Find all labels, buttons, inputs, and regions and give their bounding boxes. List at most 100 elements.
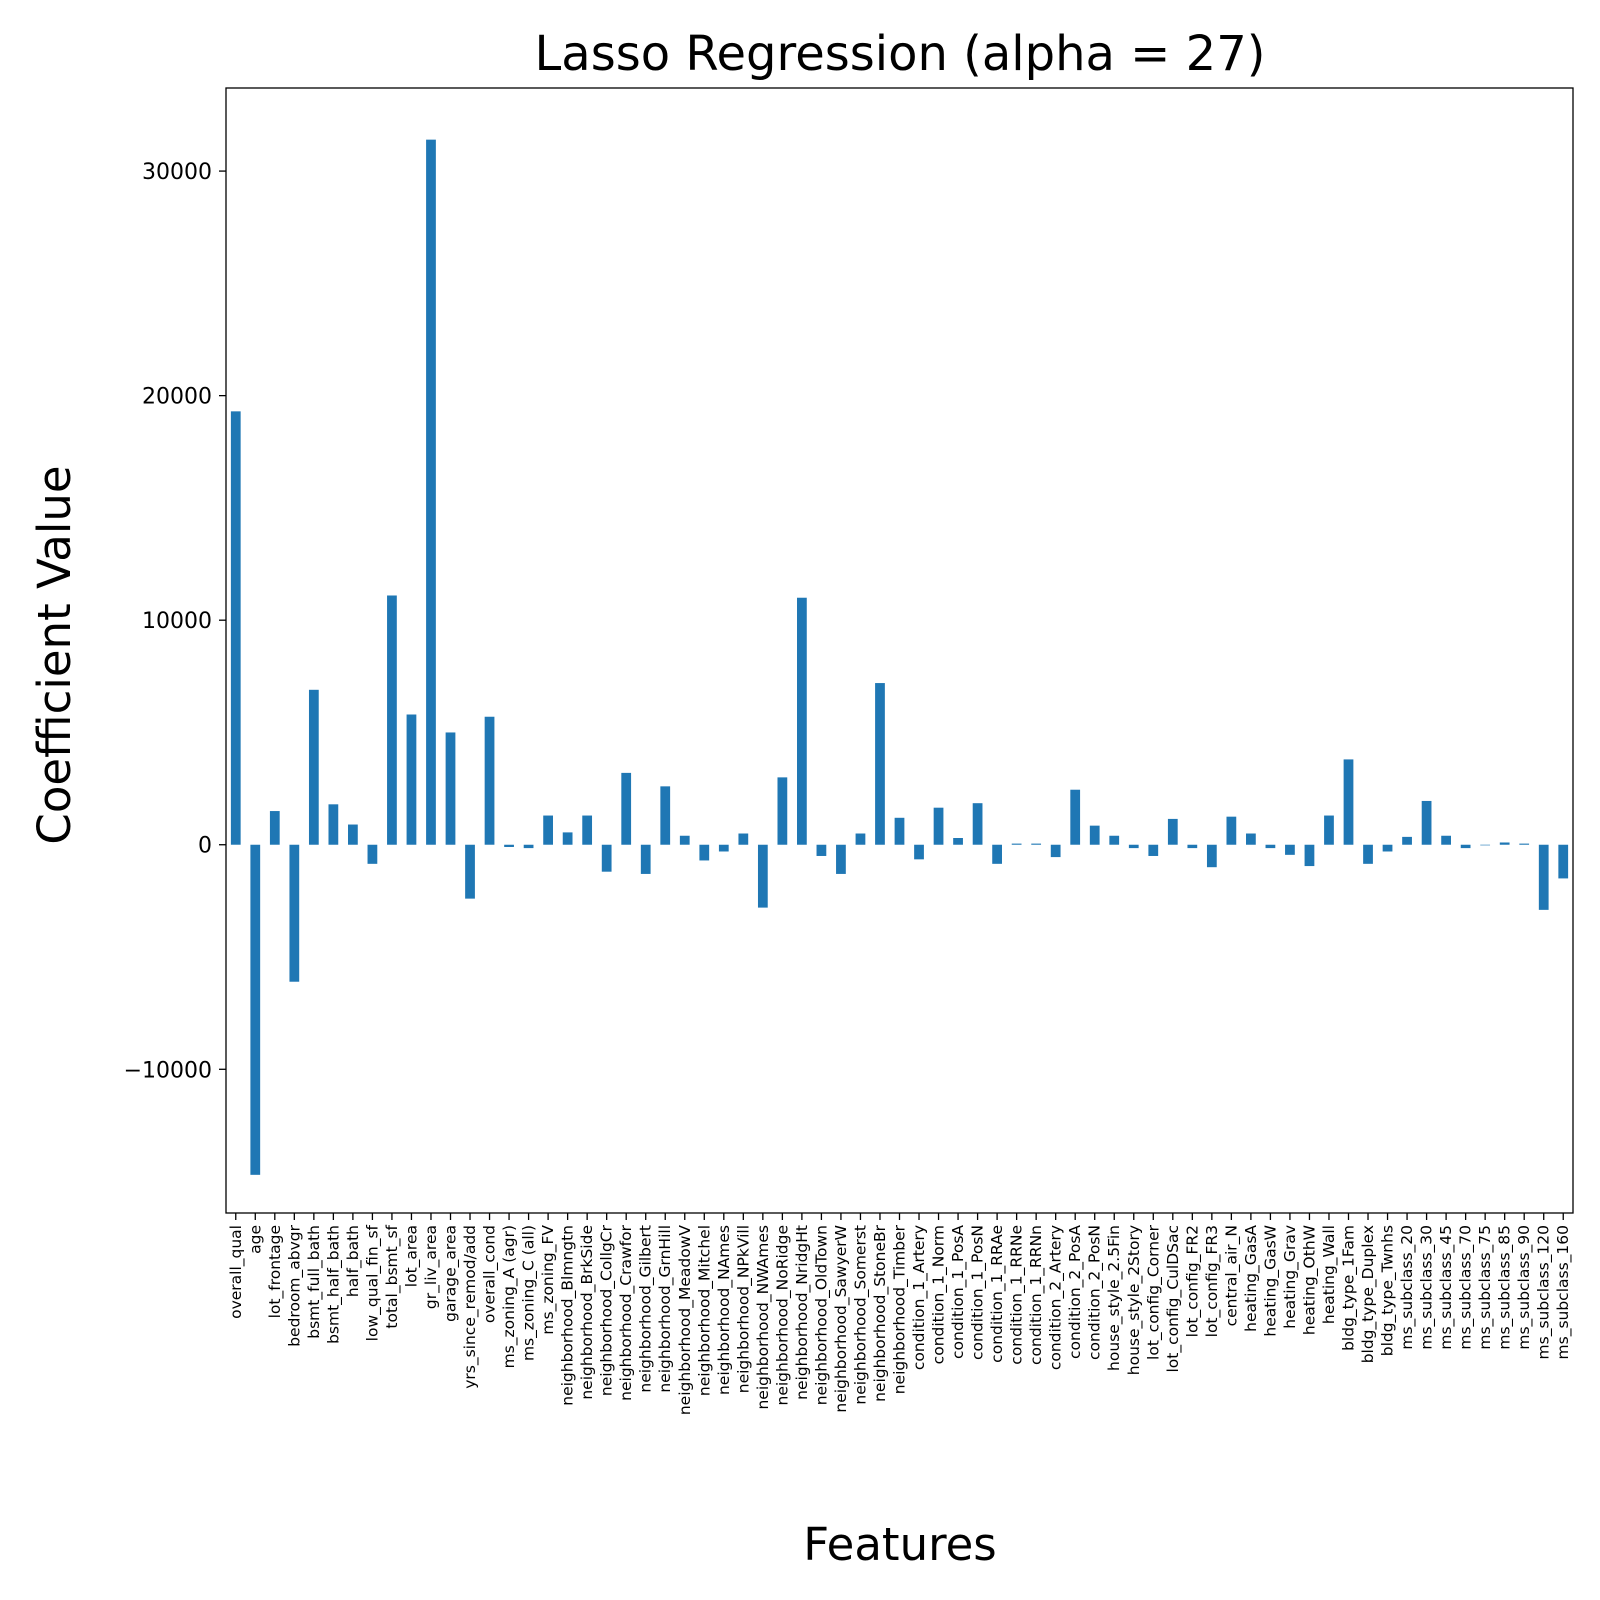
x-tick-label: neighborhood_Somerst bbox=[851, 1225, 870, 1405]
x-tick-label: ms_subclass_45 bbox=[1437, 1225, 1456, 1350]
y-tick-label: 0 bbox=[198, 834, 212, 859]
bar-ms_subclass_30 bbox=[1421, 800, 1432, 845]
bar-condition_1_RRNe bbox=[1011, 843, 1022, 845]
x-tick-label: neighborhood_StoneBr bbox=[871, 1224, 890, 1402]
bar-lot_config_CulDSac bbox=[1167, 818, 1178, 845]
bar-lot_config_Corner bbox=[1148, 844, 1159, 856]
bar-neighborhood_Gilbert bbox=[640, 844, 651, 874]
y-tick-label: 30000 bbox=[142, 160, 212, 185]
bar-neighborhood_MeadowV bbox=[679, 835, 690, 845]
x-tick-label: ms_subclass_75 bbox=[1476, 1225, 1495, 1350]
x-tick-label: neighborhood_SawyerW bbox=[832, 1225, 851, 1413]
bar-condition_1_RRAe bbox=[992, 844, 1002, 864]
x-tick-label: condition_1_Norm bbox=[930, 1225, 949, 1364]
x-tick-label: gr_liv_area bbox=[422, 1225, 441, 1309]
x-tick-label: neighborhood_GrnHill bbox=[656, 1225, 675, 1393]
x-tick-label: house_style_2Story bbox=[1125, 1225, 1144, 1375]
bar-ms_zoning_FV bbox=[543, 815, 553, 845]
x-tick-label: lot_config_CulDSac bbox=[1164, 1225, 1183, 1373]
x-tick-label: neighborhood_BrkSide bbox=[578, 1225, 597, 1400]
bar-condition_2_PosN bbox=[1089, 825, 1100, 845]
x-tick-label: heating_OthW bbox=[1300, 1225, 1319, 1335]
x-tick-label: condition_1_PosA bbox=[949, 1225, 968, 1359]
x-axis-label: Features bbox=[803, 1518, 997, 1571]
x-tick-label: yrs_since_remod/add bbox=[461, 1225, 480, 1389]
bar-heating_OthW bbox=[1304, 844, 1315, 867]
bar-neighborhood_StoneBr bbox=[875, 683, 885, 845]
x-tick-label: total_bsmt_sf bbox=[383, 1224, 402, 1328]
bar-overall_cond bbox=[484, 716, 495, 845]
bar-neighborhood_GrnHill bbox=[660, 786, 671, 845]
x-tick-label: bldg_type_1Fam bbox=[1340, 1225, 1359, 1351]
x-tick-label: condition_2_PosN bbox=[1086, 1225, 1105, 1360]
chart-title: Lasso Regression (alpha = 27) bbox=[535, 26, 1266, 82]
bar-bsmt_half_bath bbox=[328, 804, 339, 845]
bar-neighborhood_Mitchel bbox=[699, 844, 710, 861]
x-tick-label: neighborhood_Mitchel bbox=[695, 1225, 714, 1396]
bar-overall_qual bbox=[230, 411, 241, 845]
x-tick-label: lot_config_FR2 bbox=[1183, 1225, 1202, 1337]
bar-neighborhood_CollgCr bbox=[601, 844, 612, 872]
y-tick-label: 10000 bbox=[142, 609, 212, 634]
x-tick-label: age bbox=[246, 1225, 264, 1254]
bar-neighborhood_BrkSide bbox=[582, 815, 593, 845]
bar-neighborhood_OldTown bbox=[816, 844, 827, 856]
x-tick-label: lot_frontage bbox=[266, 1225, 285, 1318]
bar-bsmt_full_bath bbox=[308, 689, 319, 845]
bar-yrs_since_remod/add bbox=[465, 844, 475, 899]
bar-ms_subclass_75 bbox=[1480, 844, 1491, 846]
bar-lot_config_FR3 bbox=[1206, 844, 1217, 868]
x-tick-label: neighborhood_NridgHt bbox=[793, 1225, 812, 1400]
bar-low_qual_fin_sf bbox=[367, 844, 378, 864]
bar-neighborhood_NridgHt bbox=[797, 597, 807, 845]
x-tick-label: low_qual_fin_sf bbox=[363, 1224, 382, 1341]
x-tick-label: lot_area bbox=[402, 1225, 421, 1287]
x-tick-label: ms_zoning_FV bbox=[539, 1225, 558, 1335]
bar-age bbox=[250, 844, 261, 1175]
bar-bldg_type_Twnhs bbox=[1382, 844, 1393, 852]
x-tick-label: neighborhood_MeadowV bbox=[676, 1225, 695, 1416]
bar-ms_subclass_90 bbox=[1519, 843, 1530, 845]
x-tick-label: ms_subclass_30 bbox=[1418, 1225, 1437, 1350]
x-tick-label: lot_config_FR3 bbox=[1203, 1225, 1222, 1337]
x-tick-label: bsmt_full_bath bbox=[305, 1225, 324, 1339]
x-tick-label: ms_subclass_20 bbox=[1398, 1225, 1417, 1350]
x-tick-label: heating_GasW bbox=[1261, 1225, 1280, 1337]
x-tick-label: heating_Grav bbox=[1281, 1225, 1300, 1329]
bar-neighborhood_NPkVill bbox=[738, 833, 749, 845]
bar-condition_1_PosA bbox=[953, 838, 963, 845]
y-tick-label: −10000 bbox=[124, 1058, 212, 1083]
x-tick-label: condition_1_Artery bbox=[910, 1225, 929, 1370]
bar-ms_zoning_C (all) bbox=[523, 844, 534, 849]
x-tick-label: ms_subclass_90 bbox=[1515, 1225, 1534, 1350]
x-tick-label: ms_zoning_A (agr) bbox=[500, 1225, 519, 1368]
bar-condition_1_PosN bbox=[972, 803, 983, 845]
bar-condition_2_Artery bbox=[1050, 844, 1061, 858]
bar-neighborhood_NoRidge bbox=[777, 777, 788, 845]
x-tick-label: lot_config_Corner bbox=[1144, 1224, 1163, 1360]
plot-frame bbox=[225, 87, 1574, 1214]
bars-group bbox=[230, 139, 1569, 1175]
bar-neighborhood_Timber bbox=[894, 817, 905, 845]
bar-heating_Wall bbox=[1324, 815, 1334, 845]
x-tick-label: condition_2_Artery bbox=[1047, 1225, 1066, 1370]
x-tick-label: neighborhood_CollgCr bbox=[598, 1224, 617, 1396]
x-tick-label: ms_subclass_85 bbox=[1496, 1225, 1515, 1350]
bar-neighborhood_SawyerW bbox=[836, 844, 846, 874]
bar-condition_2_PosA bbox=[1070, 789, 1081, 845]
x-tick-label: garage_area bbox=[442, 1225, 461, 1322]
bar-heating_GasW bbox=[1265, 844, 1276, 849]
x-tick-label: neighborhood_Timber bbox=[891, 1224, 910, 1394]
x-tick-label: neighborhood_Crawfor bbox=[617, 1224, 636, 1400]
bar-house_style_2.5Fin bbox=[1109, 835, 1120, 845]
x-tick-label: neighborhood_NAmes bbox=[715, 1225, 734, 1395]
x-tick-label: ms_subclass_70 bbox=[1457, 1225, 1476, 1350]
bar-ms_subclass_120 bbox=[1538, 844, 1549, 910]
x-tick-label: bsmt_half_bath bbox=[324, 1225, 343, 1344]
x-tick-label: ms_zoning_C (all) bbox=[520, 1225, 539, 1361]
x-tick-label: overall_cond bbox=[481, 1225, 500, 1323]
x-tick-label: heating_GasA bbox=[1242, 1225, 1261, 1332]
x-tick-label: neighborhood_Gilbert bbox=[637, 1225, 656, 1393]
